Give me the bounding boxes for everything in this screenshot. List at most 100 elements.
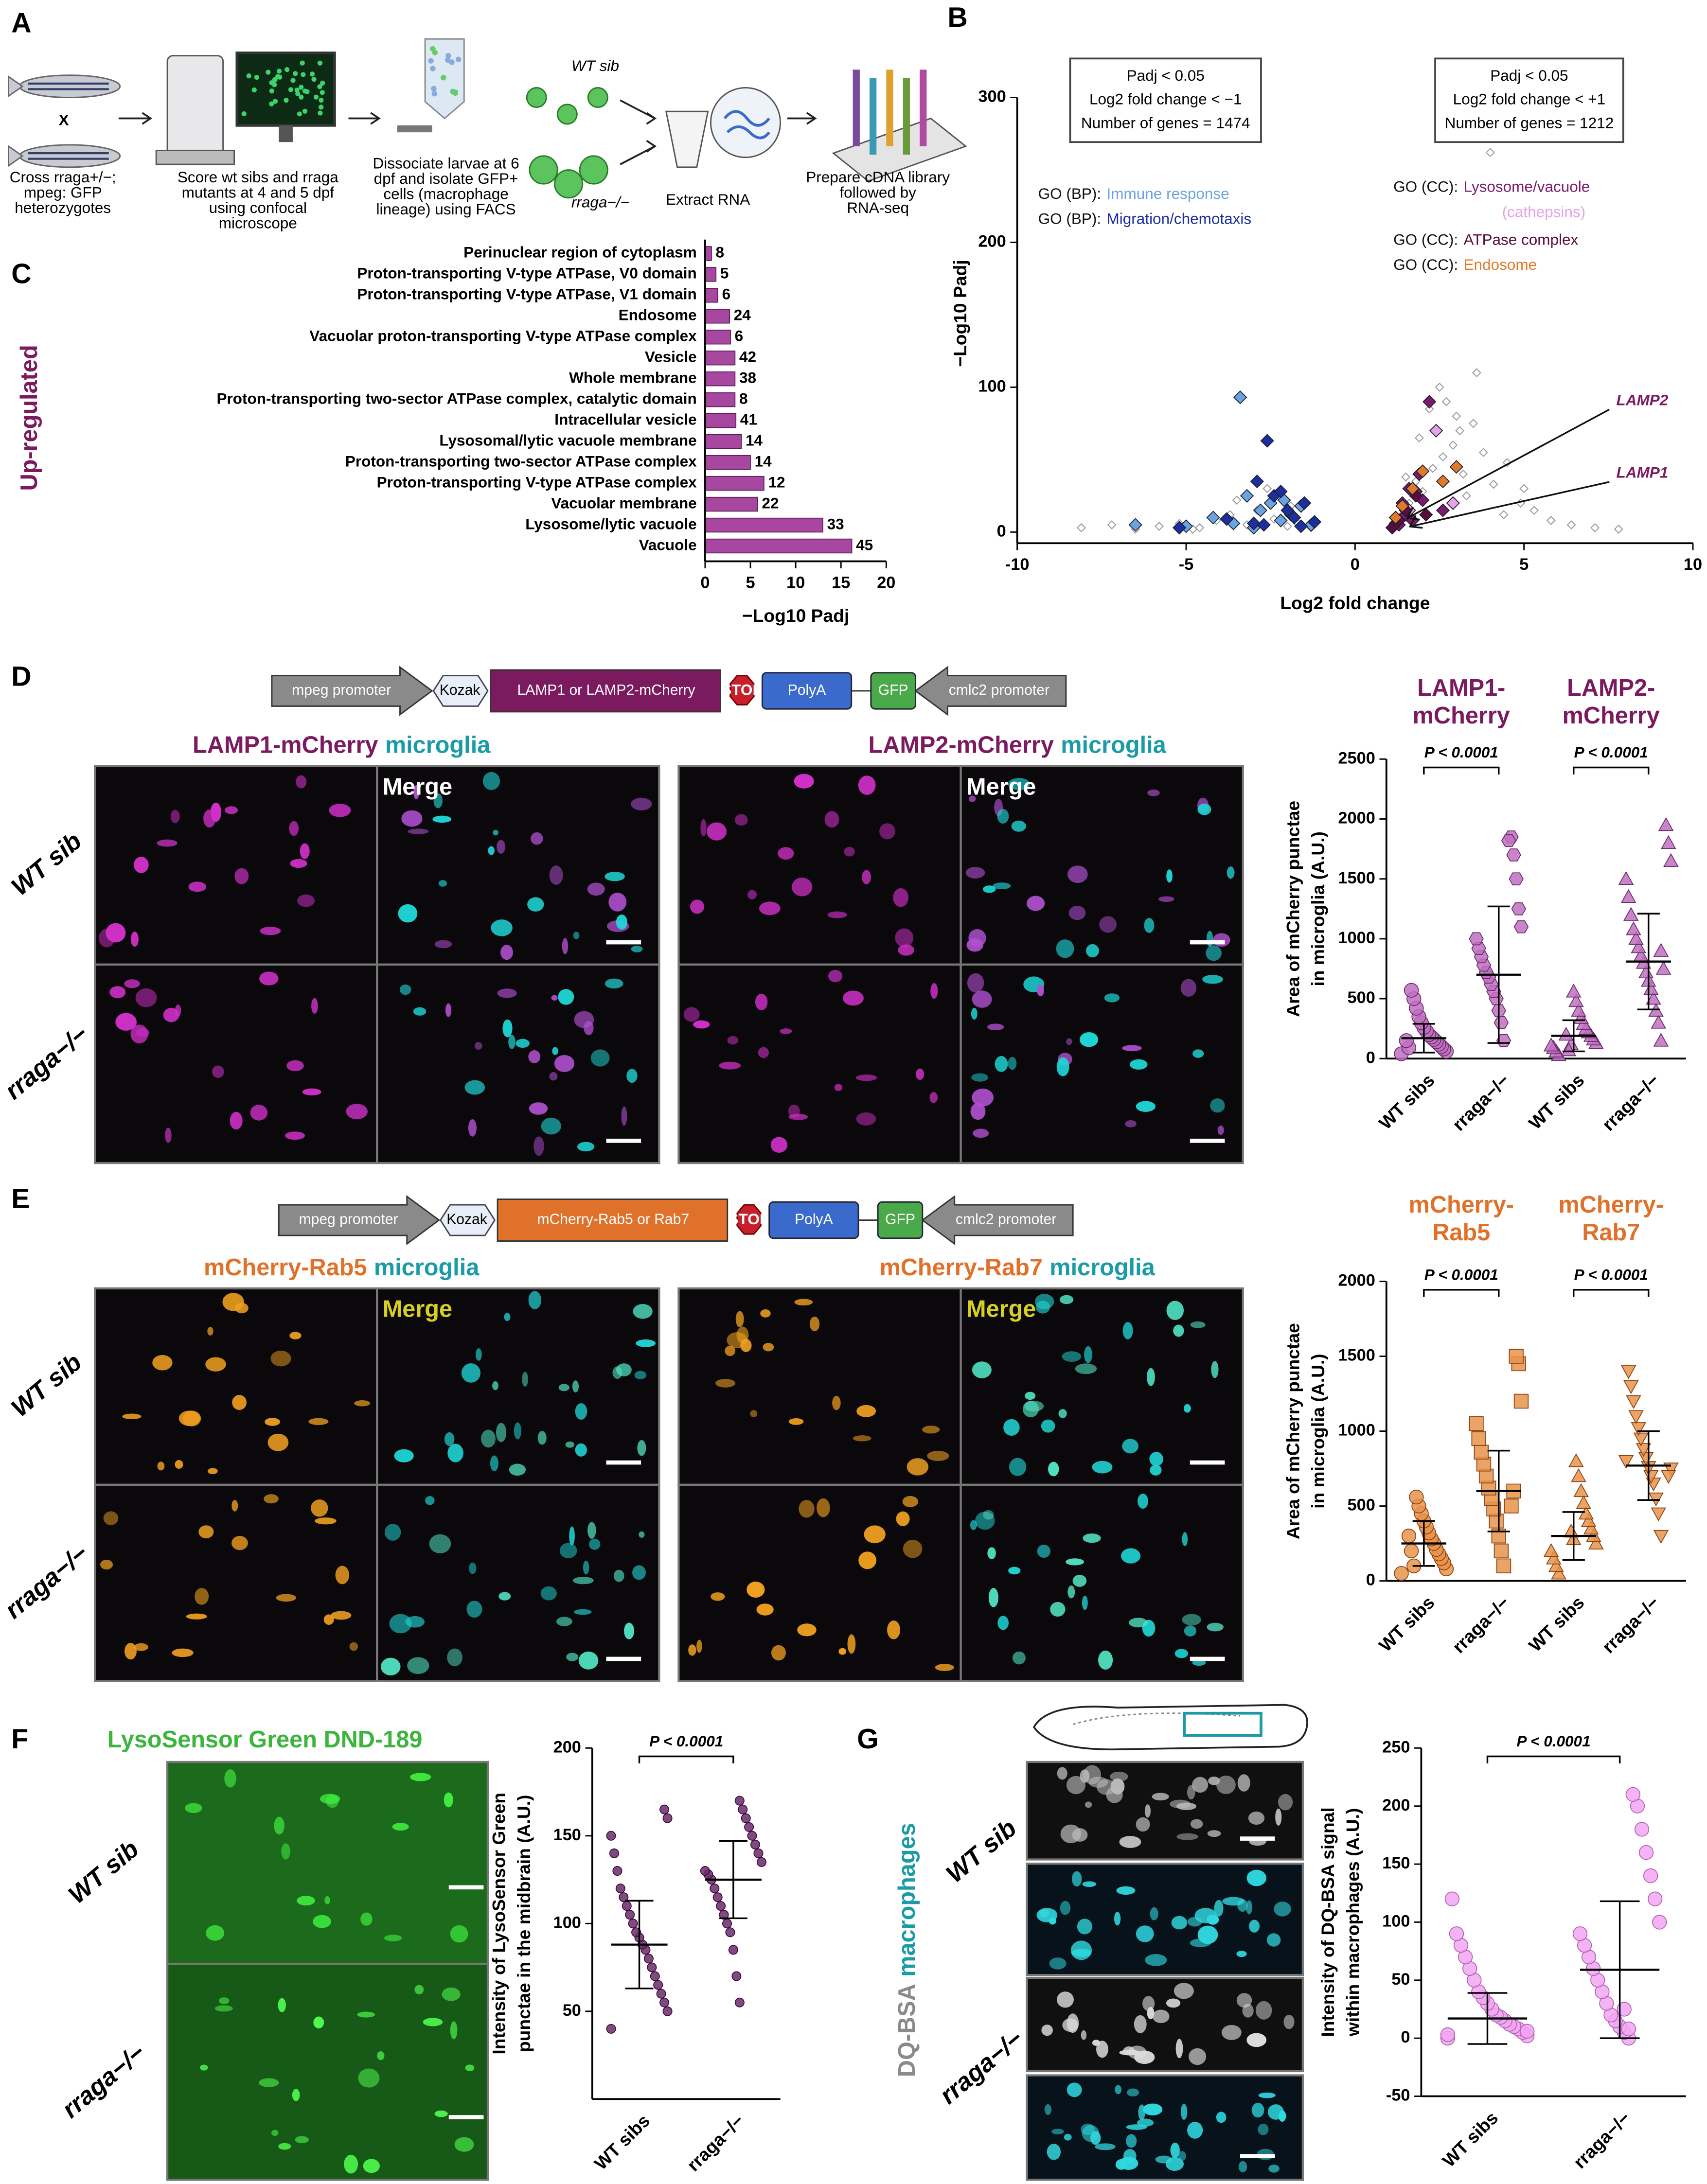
data-point	[1404, 1543, 1419, 1559]
cell-signal	[1057, 1991, 1074, 2008]
cell-signal	[1192, 1049, 1204, 1058]
data-point	[656, 1989, 666, 1999]
cell-signal	[357, 2011, 375, 2018]
y-axis-label: −Log10 Padj	[950, 260, 970, 367]
cell-signal	[476, 1348, 482, 1361]
threshold-box	[1434, 57, 1624, 143]
data-point	[738, 1804, 748, 1814]
cell-signal	[844, 846, 855, 857]
cell-signal	[1216, 1775, 1236, 1795]
sorted-cell	[452, 90, 458, 96]
count-label: 6	[722, 285, 731, 303]
cell-signal	[558, 989, 574, 1005]
cell-signal	[1136, 1101, 1156, 1112]
cell-signal	[864, 1525, 886, 1544]
data-point	[643, 1954, 654, 1964]
cell-signal	[1009, 1458, 1027, 1476]
stop	[736, 1204, 762, 1235]
data-point	[1638, 964, 1654, 979]
data-point	[1583, 1520, 1599, 1535]
cell-signal	[1170, 2142, 1180, 2158]
cell-signal	[987, 1023, 1004, 1031]
cell-signal	[444, 1792, 453, 1808]
cell-signal	[250, 1105, 268, 1121]
data-point	[1626, 921, 1641, 935]
cell-signal	[281, 1843, 290, 1860]
data-point	[731, 1971, 742, 1981]
data-point	[653, 1980, 663, 1990]
bar	[705, 392, 736, 407]
cell-signal	[966, 938, 983, 952]
cell-signal	[734, 814, 748, 826]
background-point	[1195, 523, 1205, 532]
cell-signal	[1222, 1897, 1245, 1906]
cell-signal	[1119, 1836, 1141, 1848]
cell-signal	[170, 810, 180, 824]
cell-signal	[259, 2078, 279, 2087]
data-point	[1506, 848, 1521, 862]
cell-signal	[902, 1496, 918, 1507]
data-point	[1581, 1513, 1597, 1527]
data-point	[662, 2006, 673, 2016]
cell-signal	[385, 1523, 401, 1541]
x-tick-label: 20	[877, 573, 895, 592]
background-point	[1448, 440, 1458, 450]
sd-bar	[1467, 1992, 1508, 2045]
data-point	[1513, 1393, 1529, 1409]
legend-prefix: GO (BP):	[1038, 210, 1102, 228]
imaged-region	[1183, 1711, 1262, 1737]
cell-signal	[311, 998, 318, 1014]
cell-signal	[832, 1395, 841, 1410]
sd-bar	[625, 1900, 654, 1990]
background-point	[1438, 452, 1448, 461]
category-label: Vacuole	[639, 536, 697, 553]
cell-signal	[613, 1569, 624, 1582]
image-title: DQ-BSA macrophages	[894, 1823, 920, 2077]
cell-signal	[445, 1003, 452, 1017]
background-point	[1458, 469, 1468, 479]
cell-signal	[172, 1648, 194, 1657]
cell-signal	[1098, 1650, 1113, 1670]
cell-signal	[616, 914, 627, 930]
y-tick-label: 0	[1366, 1571, 1375, 1589]
cell-signal	[285, 1131, 305, 1140]
panel-label: F	[11, 1724, 28, 1755]
fish-stripes	[28, 82, 109, 90]
construct-text: STOP	[729, 1210, 770, 1228]
cell-signal	[584, 1021, 594, 1036]
data-point	[1661, 835, 1676, 849]
category-label: Endosome	[619, 306, 697, 324]
cell-signal	[794, 774, 814, 789]
micrograph	[376, 765, 660, 966]
cell-signal	[516, 1039, 530, 1048]
cell-signal	[1066, 1558, 1085, 1566]
data-point	[606, 2024, 616, 2034]
point	[1274, 513, 1288, 528]
point	[1449, 460, 1463, 474]
bar	[705, 246, 712, 261]
cell-signal	[688, 1644, 696, 1656]
image-title: LysoSensor Green DND-189	[107, 1726, 423, 1753]
comparison-bracket	[1423, 766, 1500, 775]
cell-dot	[320, 80, 325, 86]
cell-signal	[1206, 945, 1222, 961]
cell-signal	[206, 1925, 225, 1941]
data-point	[700, 1866, 710, 1876]
cell-signal	[827, 911, 847, 918]
panel-label: C	[11, 258, 31, 289]
data-point	[1621, 2021, 1636, 2037]
y-axis-label: in microglia (A.U.)	[1308, 1354, 1328, 1509]
point	[1419, 508, 1433, 522]
cell-signal	[903, 1539, 923, 1558]
data-point	[1626, 1395, 1641, 1409]
cell-signal	[134, 857, 149, 873]
image-title-part: macrophages	[894, 1823, 920, 1977]
point	[1233, 390, 1247, 405]
cell-signal	[1090, 2131, 1101, 2145]
cell-signal	[290, 859, 307, 868]
cell-signal	[929, 1092, 938, 1103]
micrograph	[376, 1483, 660, 1682]
cell-signal	[289, 821, 299, 836]
cell-signal	[195, 1588, 209, 1605]
cell-signal	[344, 2154, 358, 2174]
